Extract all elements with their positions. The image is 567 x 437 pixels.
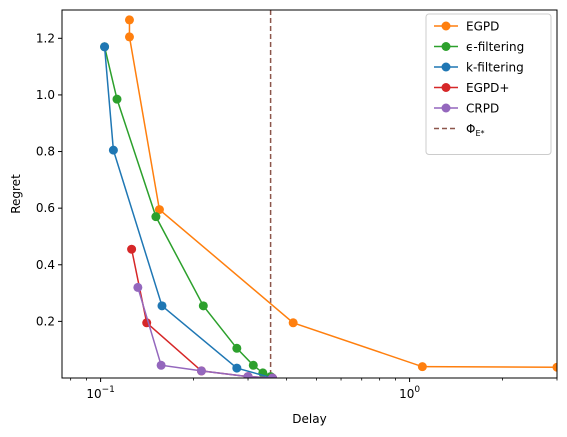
data-point (124, 32, 134, 42)
data-point (156, 360, 166, 370)
data-point (154, 205, 164, 215)
data-point (288, 318, 298, 328)
data-point (248, 360, 258, 370)
legend-marker (441, 62, 451, 72)
x-tick-label: 100 (399, 385, 420, 401)
y-tick-label: 1.0 (36, 88, 55, 102)
data-point (417, 362, 427, 372)
data-point (552, 362, 557, 372)
series-line (130, 249, 273, 378)
legend-marker (441, 21, 451, 31)
x-tick-label: 10−1 (86, 385, 115, 401)
data-point (196, 366, 206, 376)
legend-box (425, 13, 552, 155)
data-point (267, 373, 277, 378)
legend-label: EGPD (466, 20, 499, 34)
legend-marker (441, 42, 451, 51)
data-point (198, 301, 208, 311)
legend-label: ΦE* (466, 122, 485, 138)
data-point (124, 15, 134, 25)
y-tick-label: 0.8 (36, 145, 55, 159)
legend-label: CRPD (466, 102, 499, 116)
axes-frame (61, 9, 558, 379)
y-tick-label: 0.6 (36, 201, 55, 215)
legend: EGPD ϵ-filtering k-filtering EGPD+ CRPD ΦE* (425, 13, 552, 155)
data-point (127, 244, 137, 254)
data-point (112, 94, 122, 104)
x-axis-label: Delay (292, 412, 326, 426)
data-point (232, 363, 242, 373)
data-point (151, 212, 161, 222)
legend-label: k-filtering (466, 61, 524, 75)
legend-marker (441, 83, 451, 92)
data-point (243, 372, 253, 378)
legend-label: EGPD+ (466, 81, 509, 95)
data-point (108, 145, 118, 155)
axis-ticks: 0.2 0.4 0.6 0.8 1.0 1.2 10−1 100 (36, 31, 558, 401)
y-tick-label: 0.2 (36, 314, 55, 328)
series-line (103, 46, 273, 378)
data-point (100, 42, 110, 52)
y-tick-label: 1.2 (36, 31, 55, 45)
y-tick-label: 0.4 (36, 258, 55, 272)
y-axis-label: Regret (9, 174, 23, 214)
data-point (133, 282, 143, 292)
plot-area (100, 10, 557, 378)
legend-label: ϵ-filtering (466, 40, 524, 54)
data-point (232, 343, 242, 353)
data-point (157, 301, 167, 311)
legend-marker (441, 103, 451, 113)
